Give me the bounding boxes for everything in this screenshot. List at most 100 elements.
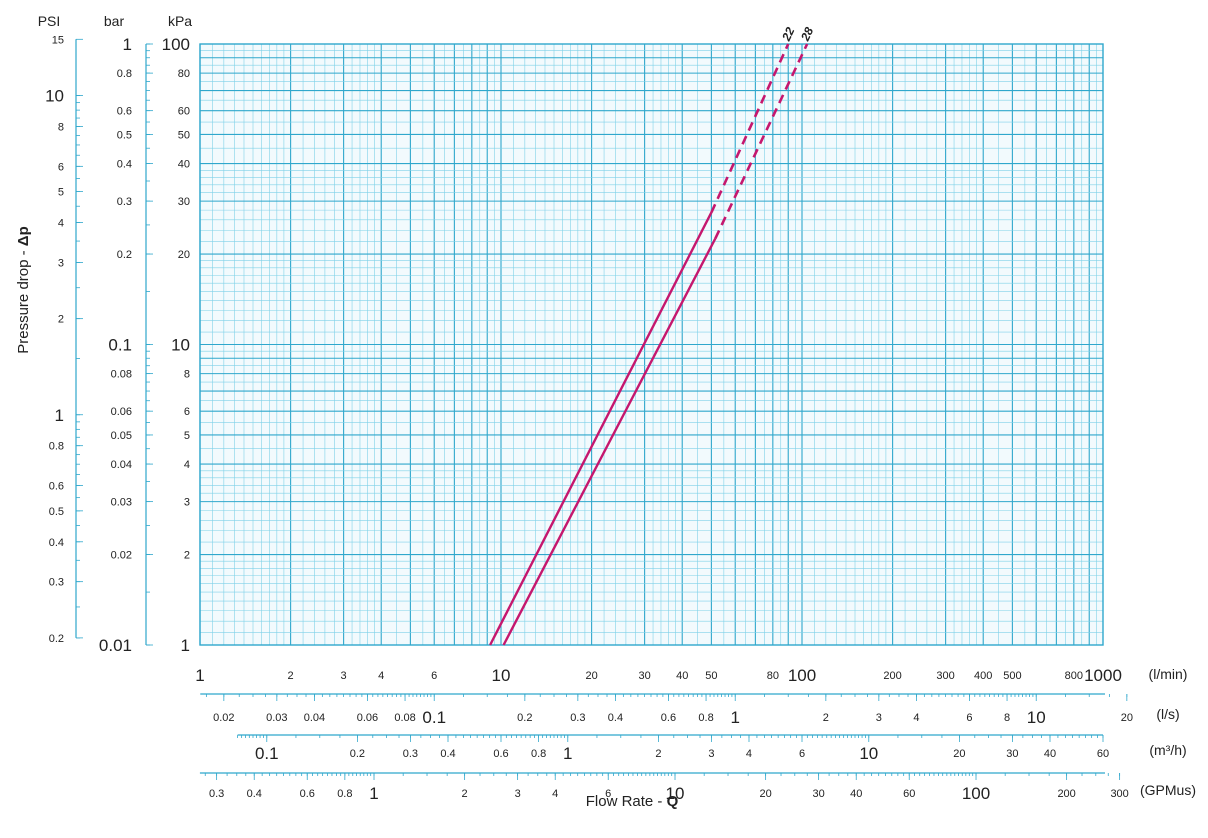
series-22-line bbox=[489, 211, 713, 646]
x-tick-label: 40 bbox=[850, 788, 862, 800]
x-tick-label: 0.2 bbox=[350, 748, 365, 760]
x-tick-label: 400 bbox=[974, 670, 992, 682]
y-tick-label: 0.5 bbox=[117, 129, 132, 141]
x-tick-label: 30 bbox=[813, 788, 825, 800]
x-tick-label: 1 bbox=[369, 784, 378, 803]
chart-series: 22 28 bbox=[489, 25, 817, 646]
x-tick-label: 40 bbox=[676, 670, 688, 682]
x-tick-label: 10 bbox=[666, 784, 685, 803]
x-tick-label: 0.08 bbox=[394, 712, 415, 724]
x-tick-label: 30 bbox=[638, 670, 650, 682]
x-tick-label: 50 bbox=[705, 670, 717, 682]
y-axis-title: Pressure drop - Δp bbox=[15, 226, 32, 354]
y-tick-label: 80 bbox=[178, 68, 190, 80]
y-tick-label: 1 bbox=[123, 35, 132, 54]
x-axes: (l/min) 1 2 3 4 6 10 20 30 40 50 80 100 200 300 400 500 8… bbox=[195, 666, 1196, 803]
x-tick-label: 2 bbox=[288, 670, 294, 682]
x-tick-label: 2 bbox=[655, 748, 661, 760]
y-tick-label: 40 bbox=[178, 159, 190, 171]
x-tick-label: 3 bbox=[515, 788, 521, 800]
x-tick-label: 300 bbox=[1110, 788, 1128, 800]
x-tick-label: 0.06 bbox=[357, 712, 378, 724]
y-tick-label: 10 bbox=[45, 87, 64, 106]
y-tick-label: 5 bbox=[58, 187, 64, 199]
y-tick-label: 0.4 bbox=[49, 537, 64, 549]
y-tick-label: 30 bbox=[178, 196, 190, 208]
y-tick-label: 0.6 bbox=[117, 106, 132, 118]
x-tick-label: 0.02 bbox=[213, 712, 234, 724]
y-unit-1: bar bbox=[104, 13, 125, 29]
x-tick-label: 0.3 bbox=[403, 748, 418, 760]
y-tick-label: 1 bbox=[55, 406, 64, 425]
y-tick-label: 6 bbox=[58, 161, 64, 173]
y-tick-label: 20 bbox=[178, 249, 190, 261]
y-tick-label: 4 bbox=[184, 459, 190, 471]
y-tick-label: 0.2 bbox=[117, 249, 132, 261]
x-axis-title: Flow Rate - Q bbox=[586, 793, 679, 810]
x-tick-label: 100 bbox=[788, 666, 816, 685]
y-tick-label: 3 bbox=[58, 257, 64, 269]
x-tick-label: 0.04 bbox=[304, 712, 325, 724]
y-tick-label: 5 bbox=[184, 430, 190, 442]
x-tick-label: 0.8 bbox=[531, 748, 546, 760]
x-tick-label: 6 bbox=[966, 712, 972, 724]
y-tick-label: 3 bbox=[184, 497, 190, 509]
y-tick-label: 0.2 bbox=[49, 633, 64, 645]
x-tick-label: 800 bbox=[1065, 670, 1083, 682]
x-tick-label: 0.8 bbox=[337, 788, 352, 800]
y-tick-label: 4 bbox=[58, 218, 64, 230]
y-tick-label: 0.02 bbox=[111, 550, 132, 562]
x-tick-label: 1 bbox=[195, 666, 204, 685]
x-tick-label: 0.1 bbox=[255, 744, 279, 763]
x-tick-label: 20 bbox=[1121, 712, 1133, 724]
y-tick-label: 100 bbox=[162, 35, 190, 54]
x-tick-label: 0.8 bbox=[698, 712, 713, 724]
x-tick-label: 0.6 bbox=[661, 712, 676, 724]
x-tick-label: 60 bbox=[1097, 748, 1109, 760]
x-tick-label: 200 bbox=[1057, 788, 1075, 800]
y-tick-label: 0.8 bbox=[49, 441, 64, 453]
y-tick-label: 0.01 bbox=[99, 636, 132, 655]
x-unit-0: (l/min) bbox=[1149, 666, 1188, 682]
x-tick-label: 0.4 bbox=[247, 788, 262, 800]
y-tick-label: 1 bbox=[181, 636, 190, 655]
y-tick-label: 6 bbox=[184, 406, 190, 418]
x-tick-label: 60 bbox=[903, 788, 915, 800]
y-tick-label: 0.6 bbox=[49, 481, 64, 493]
x-tick-label: 6 bbox=[431, 670, 437, 682]
x-tick-label: 3 bbox=[708, 748, 714, 760]
y-axes: kPa 1 2 3 4 5 6 8 10 20 30 40 50 60 80 100 bar 0.01 0.02 0.… bbox=[38, 13, 193, 655]
y-tick-label: 0.8 bbox=[117, 68, 132, 80]
x-unit-3: (GPMus) bbox=[1140, 782, 1196, 798]
x-tick-label: 1 bbox=[563, 744, 572, 763]
x-tick-label: 4 bbox=[552, 788, 558, 800]
x-tick-label: 0.1 bbox=[422, 708, 446, 727]
x-tick-label: 0.03 bbox=[266, 712, 287, 724]
x-tick-label: 0.3 bbox=[570, 712, 585, 724]
x-tick-label: 6 bbox=[799, 748, 805, 760]
x-tick-label: 0.4 bbox=[440, 748, 455, 760]
y-tick-label: 0.5 bbox=[49, 506, 64, 518]
x-tick-label: 3 bbox=[876, 712, 882, 724]
x-tick-label: 300 bbox=[936, 670, 954, 682]
y-tick-label: 0.3 bbox=[49, 577, 64, 589]
x-tick-label: 0.6 bbox=[300, 788, 315, 800]
x-tick-label: 10 bbox=[859, 744, 878, 763]
x-tick-label: 80 bbox=[767, 670, 779, 682]
y-tick-label: 0.1 bbox=[108, 336, 132, 355]
x-tick-label: 0.3 bbox=[209, 788, 224, 800]
x-tick-label: 30 bbox=[1006, 748, 1018, 760]
x-tick-label: 10 bbox=[492, 666, 511, 685]
y-unit-2: PSI bbox=[38, 13, 61, 29]
y-tick-label: 8 bbox=[184, 369, 190, 381]
x-tick-label: 0.6 bbox=[493, 748, 508, 760]
x-tick-label: 40 bbox=[1044, 748, 1056, 760]
grid-border bbox=[199, 43, 1104, 646]
y-tick-label: 8 bbox=[58, 121, 64, 133]
x-tick-label: 20 bbox=[585, 670, 597, 682]
x-unit-1: (l/s) bbox=[1156, 706, 1179, 722]
series-label-28: 28 bbox=[798, 25, 817, 44]
y-tick-label: 50 bbox=[178, 129, 190, 141]
x-tick-label: 8 bbox=[1004, 712, 1010, 724]
